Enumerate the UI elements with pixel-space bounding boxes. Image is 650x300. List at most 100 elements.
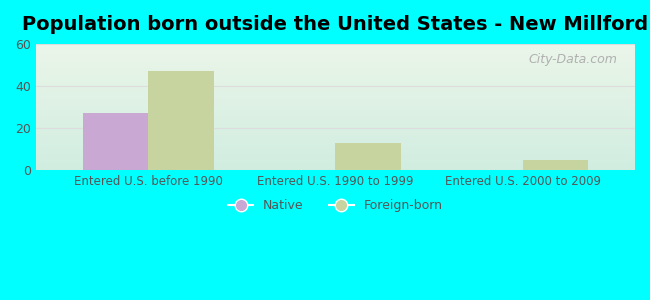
Bar <box>36 106 635 107</box>
Bar <box>36 103 635 104</box>
Bar <box>36 113 635 115</box>
Bar <box>36 141 635 142</box>
Bar <box>36 45 635 46</box>
Bar <box>36 155 635 156</box>
Bar <box>36 167 635 168</box>
Bar <box>36 104 635 106</box>
Bar <box>36 144 635 145</box>
Bar <box>36 156 635 158</box>
Bar <box>36 64 635 65</box>
Bar <box>36 134 635 135</box>
Bar <box>36 79 635 80</box>
Bar <box>36 68 635 69</box>
Bar <box>36 163 635 164</box>
Bar <box>36 137 635 139</box>
Bar <box>36 120 635 121</box>
Bar <box>36 142 635 144</box>
Bar <box>523 160 588 170</box>
Bar <box>36 168 635 169</box>
Bar <box>36 159 635 160</box>
Bar <box>36 117 635 119</box>
Bar <box>36 89 635 91</box>
Bar <box>36 48 635 49</box>
Bar <box>36 112 635 113</box>
Bar <box>36 152 635 154</box>
Bar <box>36 82 635 83</box>
Bar <box>36 169 635 170</box>
Bar <box>36 67 635 68</box>
Bar <box>36 53 635 54</box>
Bar <box>36 84 635 86</box>
Bar <box>36 92 635 93</box>
Bar <box>36 87 635 88</box>
Bar <box>36 165 635 166</box>
Bar <box>36 110 635 111</box>
Bar <box>36 132 635 134</box>
Bar <box>36 76 635 77</box>
Bar <box>36 58 635 59</box>
Bar <box>36 72 635 73</box>
Text: City-Data.com: City-Data.com <box>528 53 617 66</box>
Bar <box>36 111 635 112</box>
Bar <box>36 139 635 140</box>
Bar <box>36 145 635 146</box>
Bar <box>36 135 635 136</box>
Bar <box>36 98 635 100</box>
Bar <box>36 146 635 148</box>
Bar <box>36 94 635 96</box>
Bar <box>36 160 635 161</box>
Bar <box>36 116 635 117</box>
Title: Population born outside the United States - New Millford: Population born outside the United State… <box>22 15 649 34</box>
Bar <box>36 122 635 124</box>
Bar <box>36 125 635 126</box>
Bar <box>36 56 635 58</box>
Bar <box>36 164 635 165</box>
Bar <box>36 150 635 151</box>
Bar <box>83 113 148 170</box>
Bar <box>36 96 635 97</box>
Bar <box>36 85 635 87</box>
Bar <box>36 148 635 149</box>
Bar <box>36 70 635 72</box>
Bar <box>36 118 635 120</box>
Bar <box>36 149 635 150</box>
Legend: Native, Foreign-born: Native, Foreign-born <box>223 194 448 217</box>
Bar <box>36 108 635 110</box>
Bar <box>36 140 635 141</box>
Bar <box>36 102 635 103</box>
Bar <box>36 101 635 102</box>
Bar <box>36 60 635 62</box>
Bar <box>36 127 635 128</box>
Bar <box>36 121 635 122</box>
Bar <box>36 115 635 116</box>
Bar <box>36 77 635 78</box>
Bar <box>36 80 635 82</box>
Bar <box>36 100 635 101</box>
Bar <box>36 73 635 74</box>
Bar <box>36 161 635 163</box>
Bar <box>148 71 214 170</box>
Bar <box>36 131 635 132</box>
Bar <box>36 83 635 84</box>
Bar <box>36 49 635 50</box>
Bar <box>36 93 635 94</box>
Bar <box>36 63 635 64</box>
Bar <box>36 55 635 56</box>
Bar <box>36 54 635 55</box>
Bar <box>36 69 635 70</box>
Bar <box>36 44 635 45</box>
Bar <box>36 124 635 125</box>
Bar <box>36 61 635 63</box>
Bar <box>36 151 635 152</box>
Bar <box>36 97 635 98</box>
Bar <box>36 74 635 76</box>
Bar <box>36 46 635 48</box>
Bar <box>36 130 635 131</box>
Bar <box>36 136 635 137</box>
Bar <box>36 52 635 53</box>
Bar <box>36 59 635 60</box>
Bar <box>36 128 635 130</box>
Bar <box>335 143 401 170</box>
Bar <box>36 78 635 79</box>
Bar <box>36 107 635 108</box>
